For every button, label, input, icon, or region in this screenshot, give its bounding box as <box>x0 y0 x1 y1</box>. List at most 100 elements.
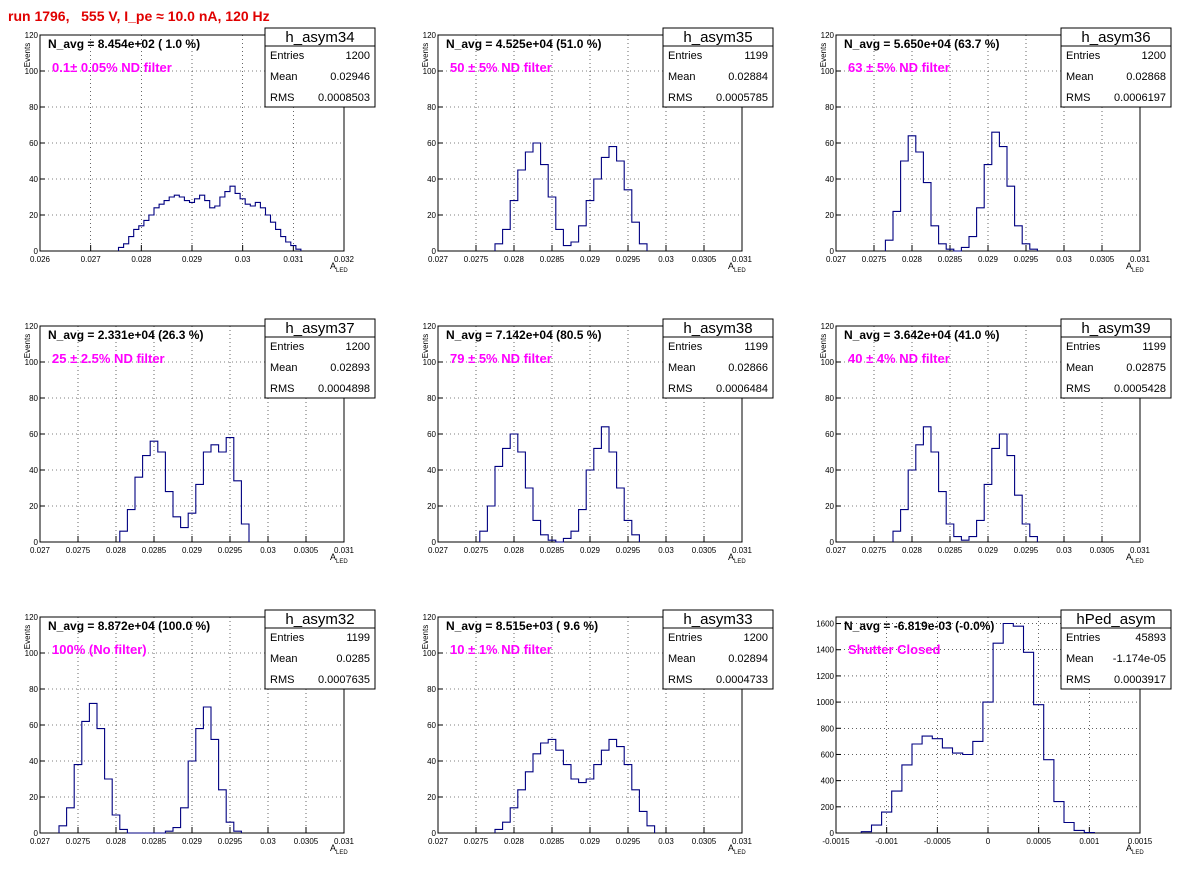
x-tick-label: 0.0305 <box>294 837 319 846</box>
histogram-bin <box>999 147 1007 251</box>
x-axis-label: ALED <box>1126 552 1144 565</box>
histogram-bin <box>276 229 281 251</box>
histogram-bin <box>226 822 234 833</box>
histogram-bin <box>977 520 985 542</box>
y-tick-label: 0 <box>432 538 437 547</box>
stats-value-entries: 1200 <box>744 632 768 644</box>
y-tick-label: 400 <box>821 777 835 786</box>
histogram-bin <box>184 201 189 251</box>
x-axis-label: ALED <box>728 261 746 274</box>
stats-box <box>1060 609 1172 690</box>
x-tick-label: 0.027 <box>826 255 847 264</box>
x-tick-label: 0.0305 <box>692 837 717 846</box>
x-tick-label: 0.028 <box>504 837 525 846</box>
histogram-bin <box>923 183 931 251</box>
stats-value-entries: 1199 <box>744 50 768 62</box>
y-axis-label: Events <box>23 625 32 649</box>
histogram-bin <box>932 739 942 833</box>
histogram-bin <box>548 739 556 833</box>
histogram-bin <box>480 531 488 542</box>
stats-label-rms: RMS <box>668 674 692 686</box>
histogram-line <box>494 142 648 251</box>
stats-value-mean: 0.02946 <box>330 71 370 83</box>
histogram-bin <box>586 779 594 833</box>
histogram-bin <box>245 204 250 251</box>
y-tick-label: 80 <box>29 394 38 403</box>
histogram-bin <box>203 707 211 833</box>
histogram-line <box>58 702 242 834</box>
histogram-bin <box>586 201 594 251</box>
histogram-bin <box>127 510 135 542</box>
x-axis-label-subscript: LED <box>336 559 348 565</box>
x-tick-label: 0.03 <box>235 255 251 264</box>
y-tick-label: 20 <box>427 211 436 220</box>
x-tick-label: 0.029 <box>580 546 601 555</box>
histogram-line <box>860 622 1095 834</box>
stats-label-entries: Entries <box>668 50 703 62</box>
stats-label-entries: Entries <box>270 341 305 353</box>
stats-label-rms: RMS <box>1066 674 1090 686</box>
stats-value-mean: -1.174e-05 <box>1113 653 1166 665</box>
y-tick-label: 120 <box>821 322 835 331</box>
histogram-bin <box>594 448 602 542</box>
x-tick-label: 0.028 <box>131 255 152 264</box>
histogram-bin <box>196 484 204 542</box>
x-tick-label: 0.03 <box>1056 255 1072 264</box>
histogram-bin <box>1007 186 1015 251</box>
histogram-bin <box>533 520 541 542</box>
stats-label-entries: Entries <box>1066 50 1101 62</box>
stats-value-entries: 1199 <box>1142 341 1166 353</box>
x-tick-label: 0.031 <box>1130 255 1151 264</box>
y-tick-label: 120 <box>423 322 437 331</box>
y-tick-label: 20 <box>29 502 38 511</box>
histogram-bin <box>250 206 255 251</box>
x-tick-label: 0.031 <box>732 837 753 846</box>
histogram-bin <box>571 242 579 251</box>
filter-annotation: 79 ± 5% ND filter <box>450 351 552 366</box>
histogram-bin <box>901 161 909 251</box>
histogram-bin <box>992 448 1000 542</box>
y-tick-label: 100 <box>25 649 39 658</box>
y-tick-label: 80 <box>427 103 436 112</box>
x-tick-label: 0.0285 <box>540 255 565 264</box>
x-tick-label: 0.031 <box>334 546 355 555</box>
histogram-bin <box>571 779 579 833</box>
y-tick-label: 800 <box>821 724 835 733</box>
histogram-bin <box>97 729 105 833</box>
y-tick-label: 60 <box>825 430 834 439</box>
x-tick-label: 0.03 <box>260 837 276 846</box>
x-tick-label: 0.03 <box>658 255 674 264</box>
navg-label: N_avg = 7.142e+04 (80.5 %) <box>446 328 601 342</box>
histogram-bin <box>181 528 189 542</box>
y-tick-label: 80 <box>825 103 834 112</box>
filter-annotation: 40 ± 4% ND filter <box>848 351 950 366</box>
histogram-bin <box>548 197 556 251</box>
stats-label-rms: RMS <box>270 92 294 104</box>
stats-label-mean: Mean <box>1066 653 1094 665</box>
histogram-bin <box>601 427 609 542</box>
x-axis-label-main: A <box>1126 843 1132 853</box>
histogram-bin <box>495 466 503 542</box>
histogram-panel: 0 20 40 60 80 100 120 0.027 0.0275 0.028 0.0285 0.0… <box>819 318 1172 565</box>
histogram-bin <box>1044 760 1054 833</box>
histogram-bin <box>525 772 533 833</box>
histogram-bin <box>617 161 625 251</box>
stats-label-rms: RMS <box>270 383 294 395</box>
stats-value-rms: 0.0004898 <box>318 383 370 395</box>
histogram-bin <box>942 748 952 833</box>
histogram-bin <box>129 237 134 251</box>
x-axis-label-subscript: LED <box>734 850 746 856</box>
y-axis-label: Events <box>819 334 828 358</box>
stats-value-rms: 0.0007635 <box>318 674 370 686</box>
histogram-line <box>884 131 1038 252</box>
histogram-bin <box>154 208 159 251</box>
histogram-bin <box>173 828 181 833</box>
navg-label: N_avg = 4.525e+04 (51.0 %) <box>446 37 601 51</box>
x-axis-label-main: A <box>1126 261 1132 271</box>
y-tick-label: 120 <box>25 31 39 40</box>
histogram-bin <box>105 779 113 833</box>
y-tick-label: 0 <box>432 247 437 256</box>
x-tick-label: 0.031 <box>283 255 304 264</box>
histogram-name: h_asym33 <box>683 611 752 628</box>
x-tick-label: 0.028 <box>902 255 923 264</box>
